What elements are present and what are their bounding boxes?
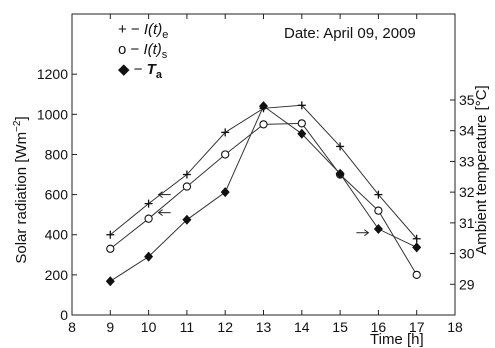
x-tick-label: 8 [68, 319, 76, 335]
y-axis-label-left-main: Solar radiation [Wm [13, 132, 30, 264]
y-right-tick-label: 33 [459, 153, 475, 169]
data-point-plus [374, 190, 383, 199]
y-axis-left: 0 200 400 600 800 1000 1200 [37, 66, 77, 323]
data-point-diamond [105, 276, 115, 287]
y-right-tick-label: 31 [459, 215, 475, 231]
legend-entry-1: + − I(t)e [118, 21, 168, 41]
data-point-plus [144, 199, 153, 208]
data-point-diamond [182, 214, 192, 225]
arrow-head [157, 209, 163, 217]
x-tick-label: 18 [447, 319, 463, 335]
data-point-diamond [220, 187, 230, 198]
legend-entry-3: ◆ − Ta [118, 61, 163, 81]
legend-marker: + − [118, 21, 144, 38]
x-tick-label: 14 [294, 319, 310, 335]
y-axis-label-right: Ambient temperature [°C] [473, 85, 490, 254]
x-tick-label: 16 [371, 319, 387, 335]
plot-frame [71, 13, 456, 316]
x-tick-label: 12 [217, 319, 233, 335]
legend: + − I(t)eo − I(t)s◆ − Ta [118, 21, 168, 81]
y-right-tick-label: 29 [459, 276, 475, 292]
y-axis-label-left: Solar radiation [Wm−2] [12, 116, 30, 263]
data-point-diamond [144, 251, 154, 262]
legend-entry-2: o − I(t)s [118, 41, 168, 61]
axis-arrow-left [157, 209, 171, 217]
date-annotation: Date: April 09, 2009 [284, 25, 416, 42]
data-point-plus [297, 101, 306, 110]
arrow-layer [157, 191, 370, 237]
arrow-head [157, 191, 163, 199]
x-axis-label: Time [h] [370, 331, 424, 348]
legend-label: I(t) [144, 21, 162, 38]
series-layer [105, 101, 422, 287]
legend-subscript: e [162, 29, 168, 41]
arrow-head [364, 229, 370, 237]
x-tick-label: 17 [409, 319, 425, 335]
data-point-diamond [335, 168, 345, 179]
series-line [109, 122, 418, 276]
legend-subscript: a [156, 69, 163, 81]
series-2 [106, 119, 421, 280]
y-left-tick-label: 400 [45, 227, 69, 243]
x-tick-label: 11 [180, 319, 195, 335]
legend-marker: o − [118, 41, 143, 58]
data-point-diamond [297, 128, 307, 139]
data-point-circle [259, 120, 268, 129]
x-tick-label: 15 [332, 319, 348, 335]
x-tick-label: 13 [256, 319, 272, 335]
data-point-diamond [373, 224, 383, 234]
legend-label: T [147, 61, 158, 78]
data-point-circle [297, 119, 306, 128]
x-tick-label: 10 [141, 319, 157, 335]
y-right-tick-label: 30 [459, 246, 475, 262]
y-axis-right: 29 30 31 32 33 34 35 [450, 92, 475, 292]
data-point-diamond [412, 242, 422, 253]
data-point-plus [336, 142, 345, 151]
data-point-plus [412, 234, 421, 243]
y-right-tick-label: 34 [459, 123, 475, 139]
y-left-tick-label: 600 [45, 187, 69, 203]
y-left-tick-label: 1200 [37, 66, 68, 82]
x-tick-label: 9 [106, 319, 114, 335]
series-3 [105, 101, 422, 287]
y-left-tick-label: 800 [45, 146, 69, 162]
y-left-tick-label: 1000 [37, 106, 68, 122]
legend-label: I(t) [143, 41, 161, 58]
data-point-plus [106, 230, 115, 239]
legend-subscript: s [162, 49, 168, 61]
axis-arrow-left [157, 191, 171, 199]
data-point-circle [412, 270, 421, 280]
y-axis-label-left-close: ] [13, 116, 30, 120]
legend-marker: ◆ − [118, 61, 147, 78]
data-point-circle [221, 150, 230, 159]
y-right-tick-label: 32 [459, 184, 475, 200]
data-point-circle [374, 206, 383, 215]
y-right-tick-label: 35 [459, 92, 475, 108]
axis-arrow-right [356, 229, 370, 237]
data-point-circle [144, 214, 153, 223]
y-left-tick-label: 0 [60, 307, 68, 323]
data-point-circle [106, 244, 115, 253]
y-axis-label-left-superscript: −2 [12, 120, 23, 132]
x-axis: 8 9 10 11 12 13 14 15 16 17 18 [68, 14, 463, 335]
y-left-tick-label: 200 [45, 267, 69, 283]
series-line [110, 105, 417, 282]
data-point-circle [182, 182, 192, 191]
data-point-plus [221, 128, 230, 137]
data-point-diamond [259, 101, 268, 112]
data-point-plus [182, 170, 191, 179]
